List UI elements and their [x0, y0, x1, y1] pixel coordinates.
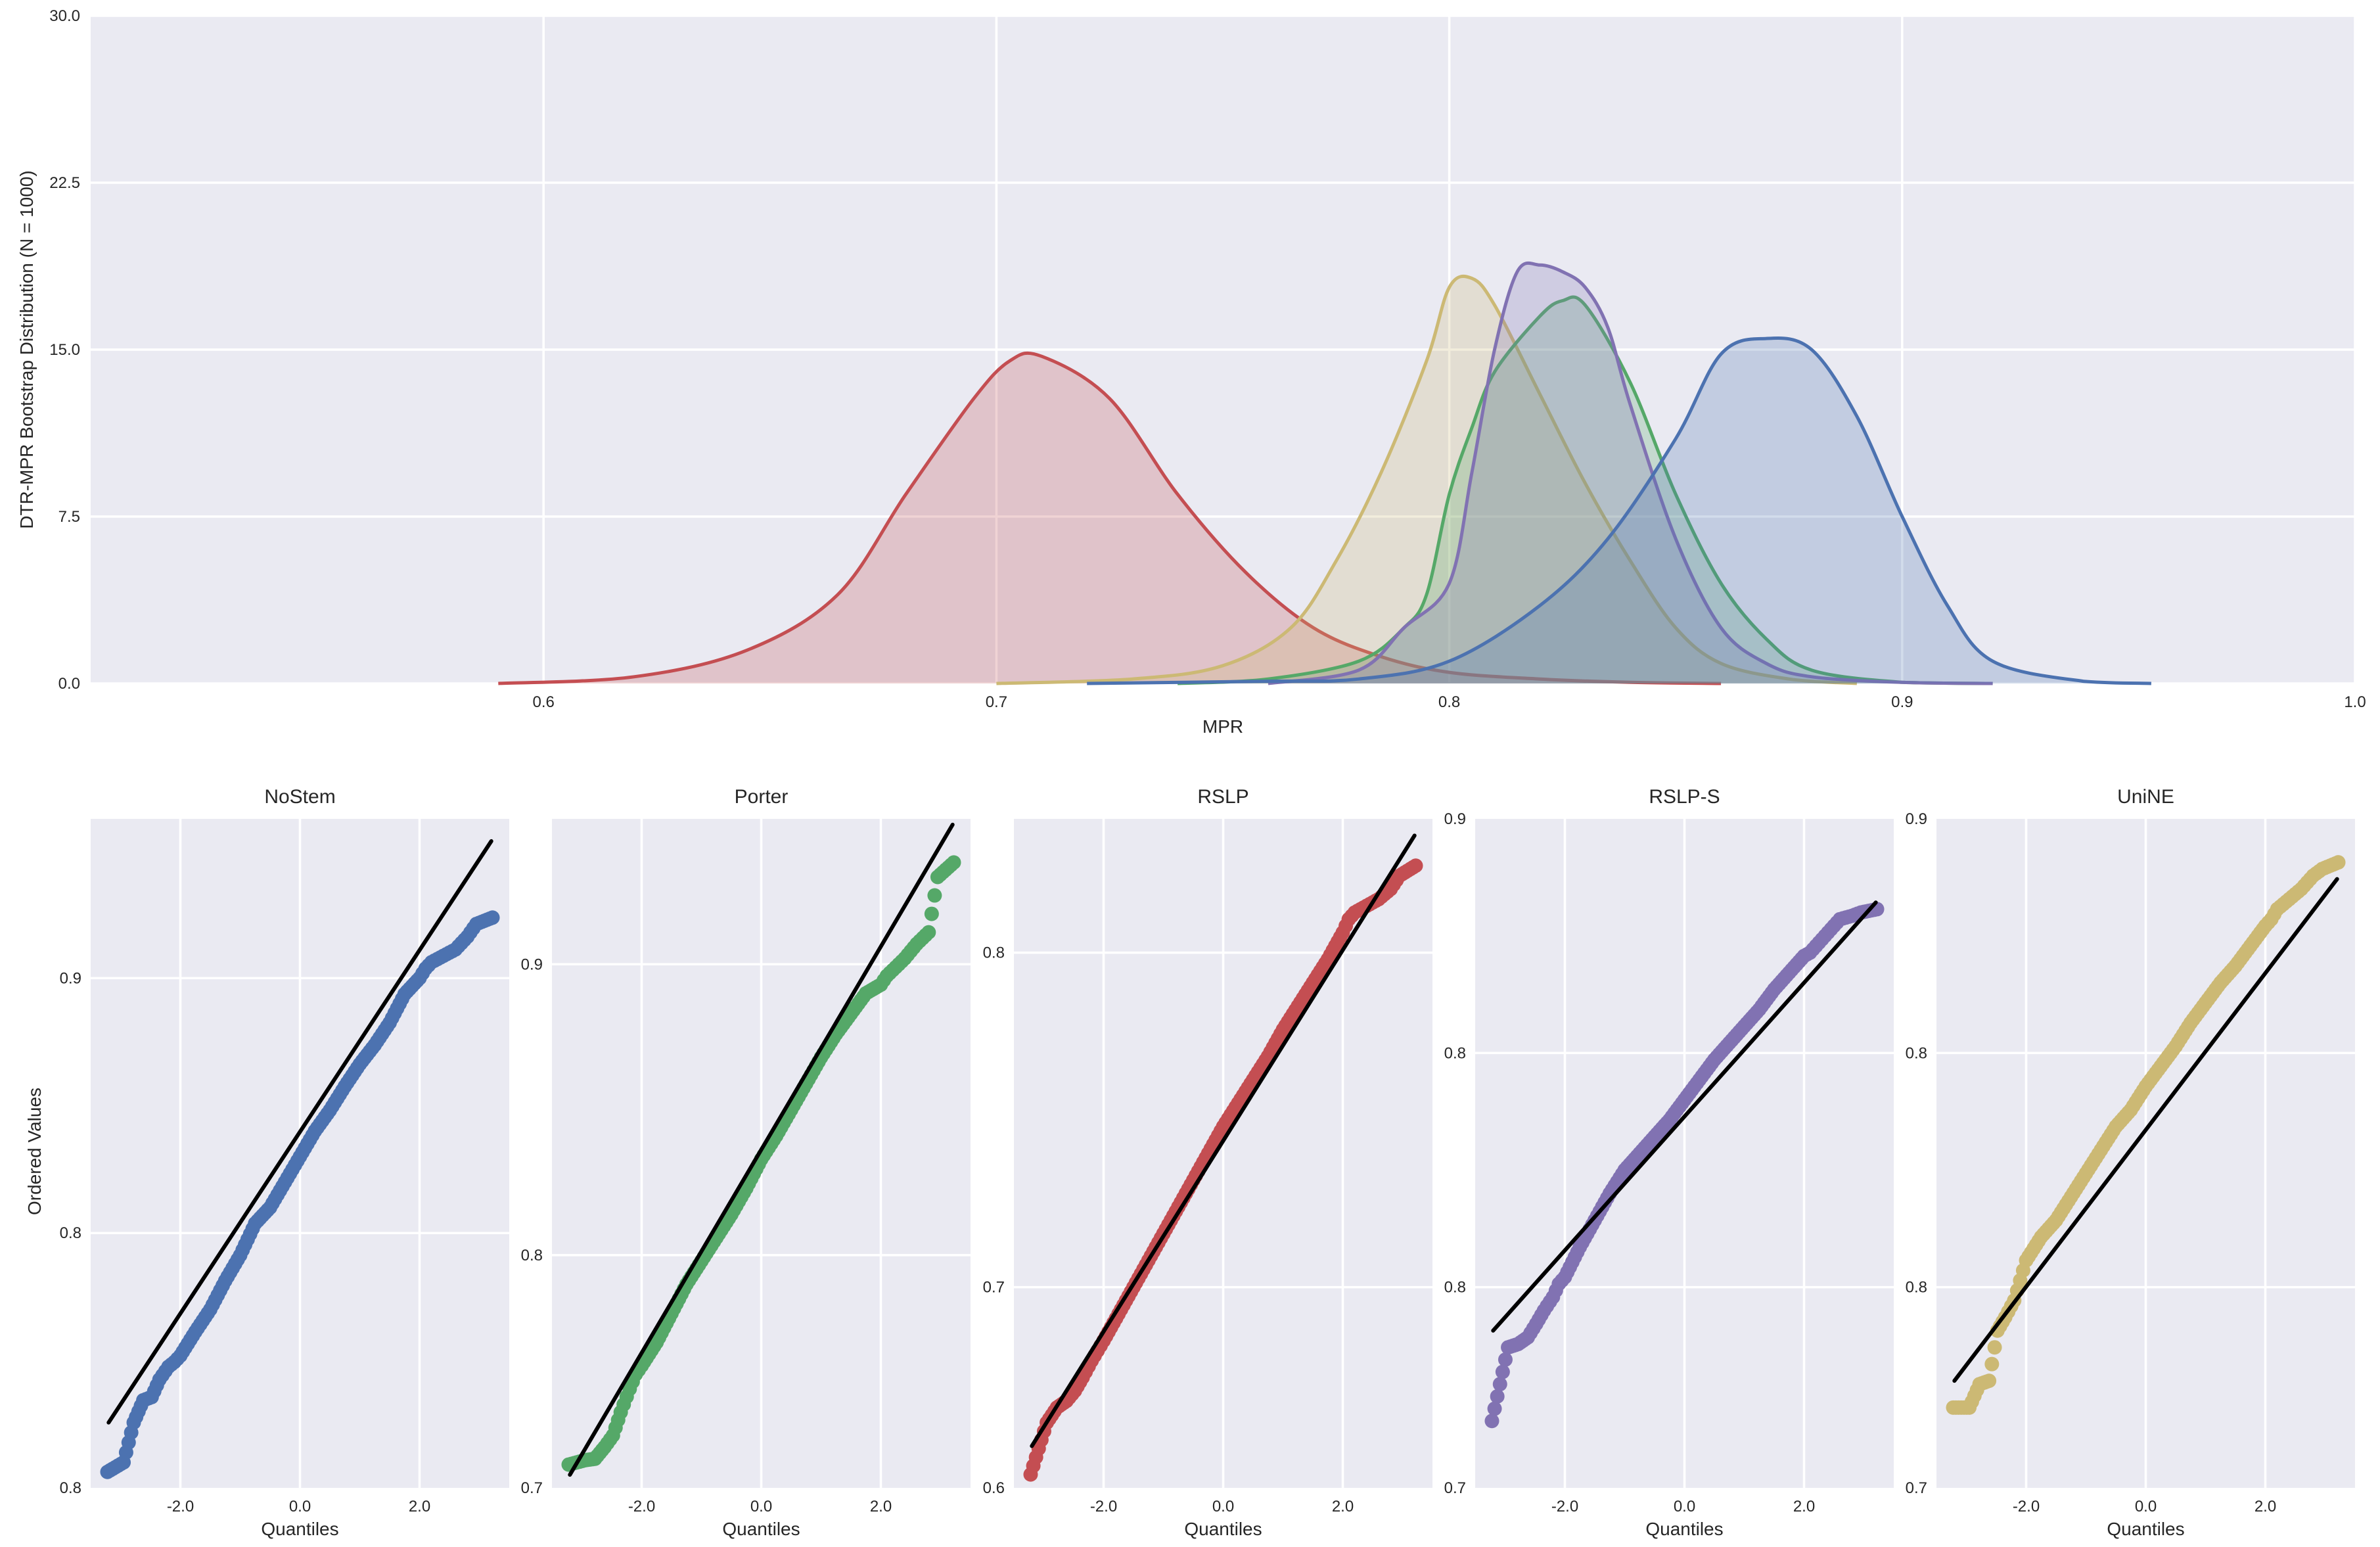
qq-point — [1490, 1389, 1505, 1404]
qq-y-tick-label: 0.9 — [1906, 810, 1927, 828]
qq-point — [485, 910, 500, 925]
kde-x-ticks: 0.6 0.7 0.8 0.9 1.0 — [533, 693, 2366, 711]
kde-area-2 — [1178, 296, 1993, 683]
qq-point — [924, 906, 939, 921]
qq-x-tick-label: -2.0 — [167, 1498, 194, 1515]
qq-y-tick-label: 0.8 — [60, 1479, 81, 1497]
qq-x-tick-label: -2.0 — [1090, 1498, 1117, 1515]
kde-x-tick-label: 1.0 — [2344, 693, 2366, 711]
qq-points — [1946, 855, 2346, 1415]
qq-y-tick-label: 0.8 — [1444, 1044, 1466, 1062]
qq-panel-title: NoStem — [264, 786, 335, 808]
qq-point — [1498, 1352, 1513, 1367]
kde-x-tick-label: 0.8 — [1438, 693, 1460, 711]
qq-x-tick-label: -2.0 — [628, 1498, 655, 1515]
qq-point — [1492, 1377, 1507, 1392]
kde-curve-3 — [1268, 261, 1993, 685]
kde-y-tick-label: 15.0 — [49, 341, 80, 359]
qq-x-tick-label: 2.0 — [2254, 1498, 2276, 1515]
qq-x-axis-label: Quantiles — [261, 1519, 338, 1539]
qq-panel-title: UniNE — [2117, 786, 2174, 808]
qq-reference-line — [568, 822, 955, 1477]
qq-x-axis-label: Quantiles — [722, 1519, 800, 1539]
qq-y-tick-label: 0.8 — [1906, 1279, 1927, 1297]
kde-plot: 0.6 0.7 0.8 0.9 1.0 0.0 7.5 15.0 22.5 30.0 MPR D… — [16, 7, 2366, 737]
qq-x-tick-label: 0.0 — [1674, 1498, 1695, 1515]
qq-y-tick-label: 0.7 — [1444, 1479, 1466, 1497]
qq-x-tick-label: 2.0 — [870, 1498, 892, 1515]
qq-y-tick-label: 0.7 — [1906, 1479, 1927, 1497]
qq-x-axis-label: Quantiles — [2107, 1519, 2184, 1539]
qq-panel-title: RSLP-S — [1649, 786, 1720, 808]
qq-x-axis-label: Quantiles — [1645, 1519, 1723, 1539]
qq-x-tick-label: 0.0 — [750, 1498, 772, 1515]
qq-x-tick-label: 0.0 — [2135, 1498, 2157, 1515]
qq-points — [100, 910, 500, 1479]
qq-panel-rslp-s: -2.0 0.0 2.0 0.7 0.8 0.8 0.9 RSLP-S Quantiles — [1444, 786, 1894, 1539]
qq-point — [1982, 1374, 1997, 1389]
qq-y-tick-label: 0.8 — [1906, 1044, 1927, 1062]
kde-y-tick-label: 30.0 — [49, 7, 80, 25]
kde-area-4 — [1087, 338, 2151, 683]
kde-x-tick-label: 0.9 — [1891, 693, 1913, 711]
qq-point — [1408, 858, 1423, 873]
qq-point — [1495, 1364, 1510, 1379]
qq-point — [2331, 855, 2346, 870]
kde-area-0 — [498, 353, 1722, 683]
kde-y-axis-label: DTR-MPR Bootstrap Distribution (N = 1000… — [16, 170, 37, 528]
qq-y-tick-label: 0.9 — [521, 956, 543, 973]
qq-x-tick-label: -2.0 — [1551, 1498, 1578, 1515]
kde-curve-4 — [1087, 336, 2151, 685]
qq-point — [1987, 1340, 2002, 1355]
kde-curve-1 — [996, 274, 1858, 685]
qq-x-axis-label: Quantiles — [1184, 1519, 1262, 1539]
kde-area-3 — [1268, 263, 1993, 684]
qq-y-tick-label: 0.7 — [983, 1279, 1005, 1297]
qq-x-tick-label: 0.0 — [1212, 1498, 1234, 1515]
qq-y-tick-label: 0.6 — [983, 1479, 1005, 1497]
qq-y-tick-label: 0.9 — [60, 969, 81, 987]
qq-x-tick-label: 0.0 — [289, 1498, 311, 1515]
qq-y-tick-label: 0.7 — [521, 1479, 543, 1497]
qq-panel-title: Porter — [735, 786, 789, 808]
qq-y-tick-label: 0.8 — [521, 1247, 543, 1264]
qq-y-tick-label: 0.8 — [60, 1224, 81, 1242]
qq-y-tick-label: 0.8 — [983, 944, 1005, 962]
qq-reference-line — [1491, 900, 1878, 1333]
qq-panel-porter: -2.0 0.0 2.0 0.7 0.8 0.9 Porter Quantiles — [521, 786, 971, 1539]
qq-panel-title: RSLP — [1197, 786, 1248, 808]
kde-distributions — [498, 261, 2151, 685]
qq-y-tick-label: 0.9 — [1444, 810, 1466, 828]
qq-y-tick-label: 0.8 — [1444, 1279, 1466, 1297]
qq-x-tick-label: 2.0 — [409, 1498, 430, 1515]
qq-point — [927, 888, 942, 903]
qq-reference-line — [1952, 877, 2339, 1383]
qq-point — [1487, 1401, 1502, 1416]
kde-y-tick-label: 22.5 — [49, 174, 80, 192]
kde-curve-0 — [498, 351, 1722, 685]
qq-panel-rslp: -2.0 0.0 2.0 0.6 0.7 0.8 RSLP Quantiles — [983, 786, 1432, 1539]
qq-plots: -2.0 0.0 2.0 0.8 0.8 0.9 NoStem Quantiles -2.0 0.… — [60, 786, 2355, 1539]
kde-y-tick-label: 7.5 — [58, 508, 80, 526]
kde-x-tick-label: 0.6 — [533, 693, 555, 711]
qq-reference-line — [1030, 833, 1417, 1448]
qq-x-tick-label: 2.0 — [1332, 1498, 1354, 1515]
qq-panel-unine: -2.0 0.0 2.0 0.7 0.8 0.8 0.9 UniNE Quantiles — [1906, 786, 2355, 1539]
qq-reference-line — [106, 839, 493, 1425]
qq-x-tick-label: -2.0 — [2013, 1498, 2040, 1515]
kde-y-ticks: 0.0 7.5 15.0 22.5 30.0 — [49, 7, 80, 693]
qq-point — [946, 855, 961, 870]
qq-point — [1984, 1356, 2000, 1372]
kde-x-tick-label: 0.7 — [986, 693, 1007, 711]
qq-y-axis-label: Ordered Values — [24, 1088, 45, 1215]
kde-y-tick-label: 0.0 — [58, 675, 80, 693]
qq-point — [1484, 1414, 1499, 1429]
qq-point — [921, 925, 936, 940]
qq-panel-nostem: -2.0 0.0 2.0 0.8 0.8 0.9 NoStem Quantiles — [60, 786, 509, 1539]
qq-points — [1484, 902, 1885, 1429]
kde-x-axis-label: MPR — [1202, 716, 1243, 737]
qq-x-tick-label: 2.0 — [1793, 1498, 1815, 1515]
